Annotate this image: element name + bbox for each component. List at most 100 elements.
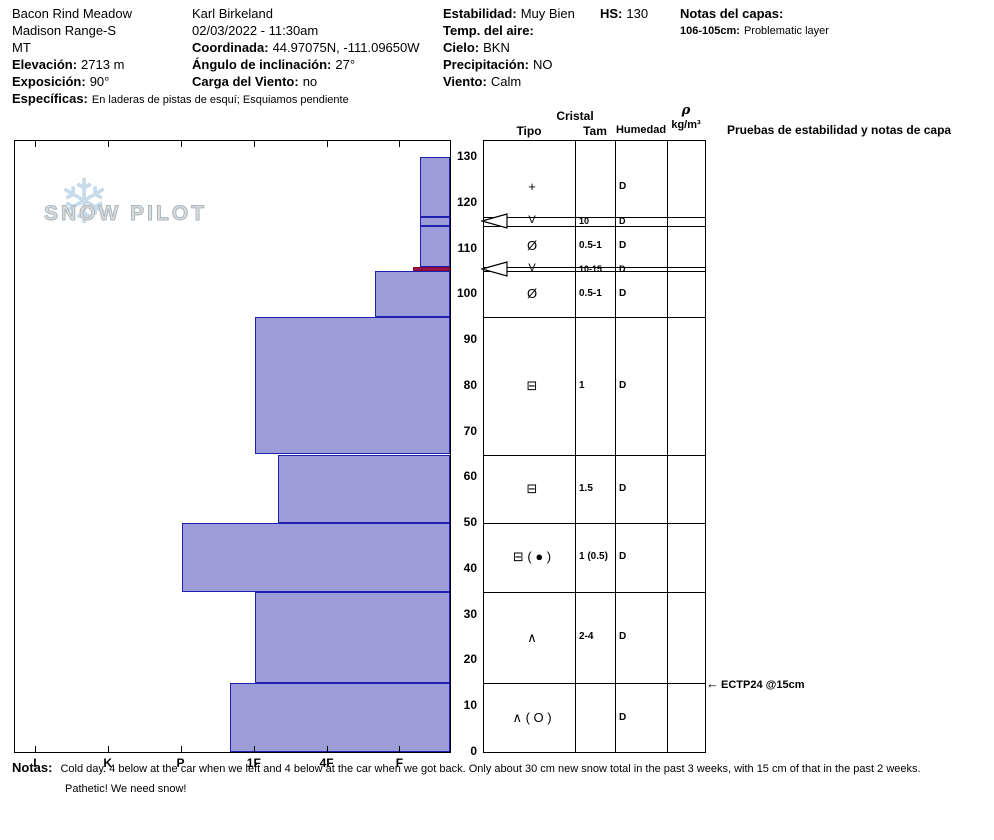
- elevation-row: Elevación: 2713 m: [12, 56, 349, 73]
- moisture-cell: D: [619, 379, 627, 391]
- hardness-tick: [399, 746, 401, 752]
- layer-notes-column: Notas del capas: 106-105cm: Problematic l…: [680, 5, 829, 39]
- slope-angle-row: Ángulo de inclinación: 27°: [192, 56, 420, 73]
- precip-label: Precipitación:: [443, 57, 529, 72]
- moisture-cell: D: [619, 631, 627, 643]
- tests-header: Pruebas de estabilidad y notas de capa: [727, 123, 952, 137]
- hs-label: HS:: [600, 6, 623, 21]
- depth-tick-label: 130: [456, 149, 477, 163]
- pit-notes: Notas: Cold day. 4 below at the car when …: [12, 758, 930, 799]
- moisture-cell: D: [619, 551, 627, 563]
- table-grid-line: [483, 140, 706, 141]
- grain-type-cell: ∧: [527, 629, 537, 645]
- elevation-label: Elevación:: [12, 57, 78, 72]
- depth-tick-label: 90: [463, 332, 477, 347]
- table-row-line: [483, 683, 706, 685]
- wind-loading-value: no: [302, 74, 318, 89]
- elevation-value: 2713 m: [81, 57, 125, 72]
- table-row-line: [483, 225, 706, 227]
- profile-plot-frame: [14, 140, 451, 753]
- table-grid-line: [575, 140, 576, 753]
- density-header: ρ: [681, 103, 691, 118]
- profile-bar: [419, 216, 450, 226]
- aspect-row: Exposición: 90°: [12, 73, 349, 90]
- depth-tick-label: 120: [456, 194, 477, 209]
- moisture-cell: D: [619, 215, 626, 226]
- stability-row: Estabilidad: Muy Bien: [443, 5, 575, 22]
- slope-angle-label: Ángulo de inclinación:: [192, 57, 332, 72]
- depth-tick-label: 10: [463, 698, 477, 713]
- wind-row: Viento: Calm: [443, 73, 575, 90]
- sky-label: Cielo:: [443, 40, 480, 55]
- observation-datetime: 02/03/2022 - 11:30am: [192, 23, 319, 38]
- density-units: kg/m³: [671, 119, 701, 131]
- hardness-tick-label: 1F: [246, 756, 261, 770]
- grain-size-cell: 1: [579, 379, 585, 391]
- layer-of-concern-flag: [479, 213, 508, 229]
- profile-bar: [255, 591, 450, 684]
- humedad-header: Humedad: [615, 124, 667, 136]
- grain-size-cell: 10: [579, 215, 590, 226]
- conditions-column: Estabilidad: Muy Bien Temp. del aire: Cie…: [443, 5, 575, 90]
- tam-header: Tam: [583, 124, 607, 138]
- profile-bar: [412, 266, 450, 272]
- grain-type-cell: +: [528, 178, 536, 194]
- grain-type-cell: Ø: [526, 286, 538, 302]
- sky-row: Cielo: BKN: [443, 39, 575, 56]
- snowflake-icon: ❄: [58, 168, 110, 237]
- grain-size-cell: 10-15: [579, 263, 603, 274]
- wind-value: Calm: [490, 74, 522, 89]
- depth-tick-label: 100: [456, 286, 477, 301]
- hs-value: 130: [626, 6, 649, 21]
- hardness-tick: [326, 746, 328, 752]
- sky-value: BKN: [483, 40, 510, 55]
- stability-test-annotation: ← ECTP24 @15cm: [706, 675, 805, 693]
- grain-type-cell: Ø: [526, 238, 538, 254]
- hs-column: HS: 130: [600, 5, 648, 22]
- moisture-cell: D: [619, 263, 626, 274]
- hardness-tick-label: 4F: [319, 756, 334, 770]
- profile-bar: [229, 683, 450, 752]
- site-name: Bacon Rind Meadow: [12, 6, 132, 21]
- hardness-tick: [34, 141, 36, 147]
- stability-value: Muy Bien: [520, 6, 575, 21]
- moisture-cell: D: [619, 711, 627, 723]
- coordinates-value: 44.97075N, -111.09650W: [272, 40, 420, 55]
- observer-info-column: Karl Birkeland 02/03/2022 - 11:30am Coor…: [192, 5, 420, 90]
- hardness-tick-label: K: [103, 756, 113, 770]
- precip-row: Precipitación: NO: [443, 56, 575, 73]
- layer-notes-title: Notas del capas:: [680, 6, 784, 21]
- layer-note-text: Problematic layer: [743, 25, 829, 37]
- table-row-line: [483, 752, 706, 753]
- aspect-value: 90°: [89, 74, 110, 89]
- profile-bar: [419, 225, 450, 267]
- depth-tick-label: 20: [463, 652, 477, 667]
- grain-size-cell: 1 (0.5): [579, 551, 608, 563]
- depth-tick-label: 110: [457, 240, 477, 255]
- hardness-tick: [107, 141, 109, 147]
- specifics-value: En laderas de pistas de esquí; Esquiamos…: [91, 94, 349, 106]
- table-row-line: [483, 266, 706, 268]
- observer-name: Karl Birkeland: [192, 6, 273, 21]
- table-row-line: [483, 523, 706, 525]
- profile-bar: [255, 317, 450, 455]
- wind-label: Viento:: [443, 74, 487, 89]
- state-name: MT: [12, 40, 31, 55]
- depth-tick-label: 80: [463, 377, 477, 392]
- profile-bar: [375, 271, 450, 318]
- layer-of-concern-flag: [479, 261, 508, 277]
- table-row-line: [483, 591, 706, 593]
- depth-tick-label: 30: [463, 606, 477, 621]
- hardness-tick: [180, 746, 182, 752]
- hardness-tick: [107, 746, 109, 752]
- hardness-tick: [399, 141, 401, 147]
- layer-note-depth: 106-105cm:: [680, 25, 740, 37]
- notes-text: Cold day. 4 below at the car when we lef…: [60, 763, 921, 795]
- grain-type-cell: ⊟: [526, 480, 538, 496]
- hardness-tick: [34, 746, 36, 752]
- tipo-header: Tipo: [516, 124, 542, 138]
- arrow-left-icon: ←: [706, 676, 719, 692]
- table-row-line: [483, 271, 706, 273]
- wind-loading-row: Carga del Viento: no: [192, 73, 420, 90]
- precip-value: NO: [532, 57, 553, 72]
